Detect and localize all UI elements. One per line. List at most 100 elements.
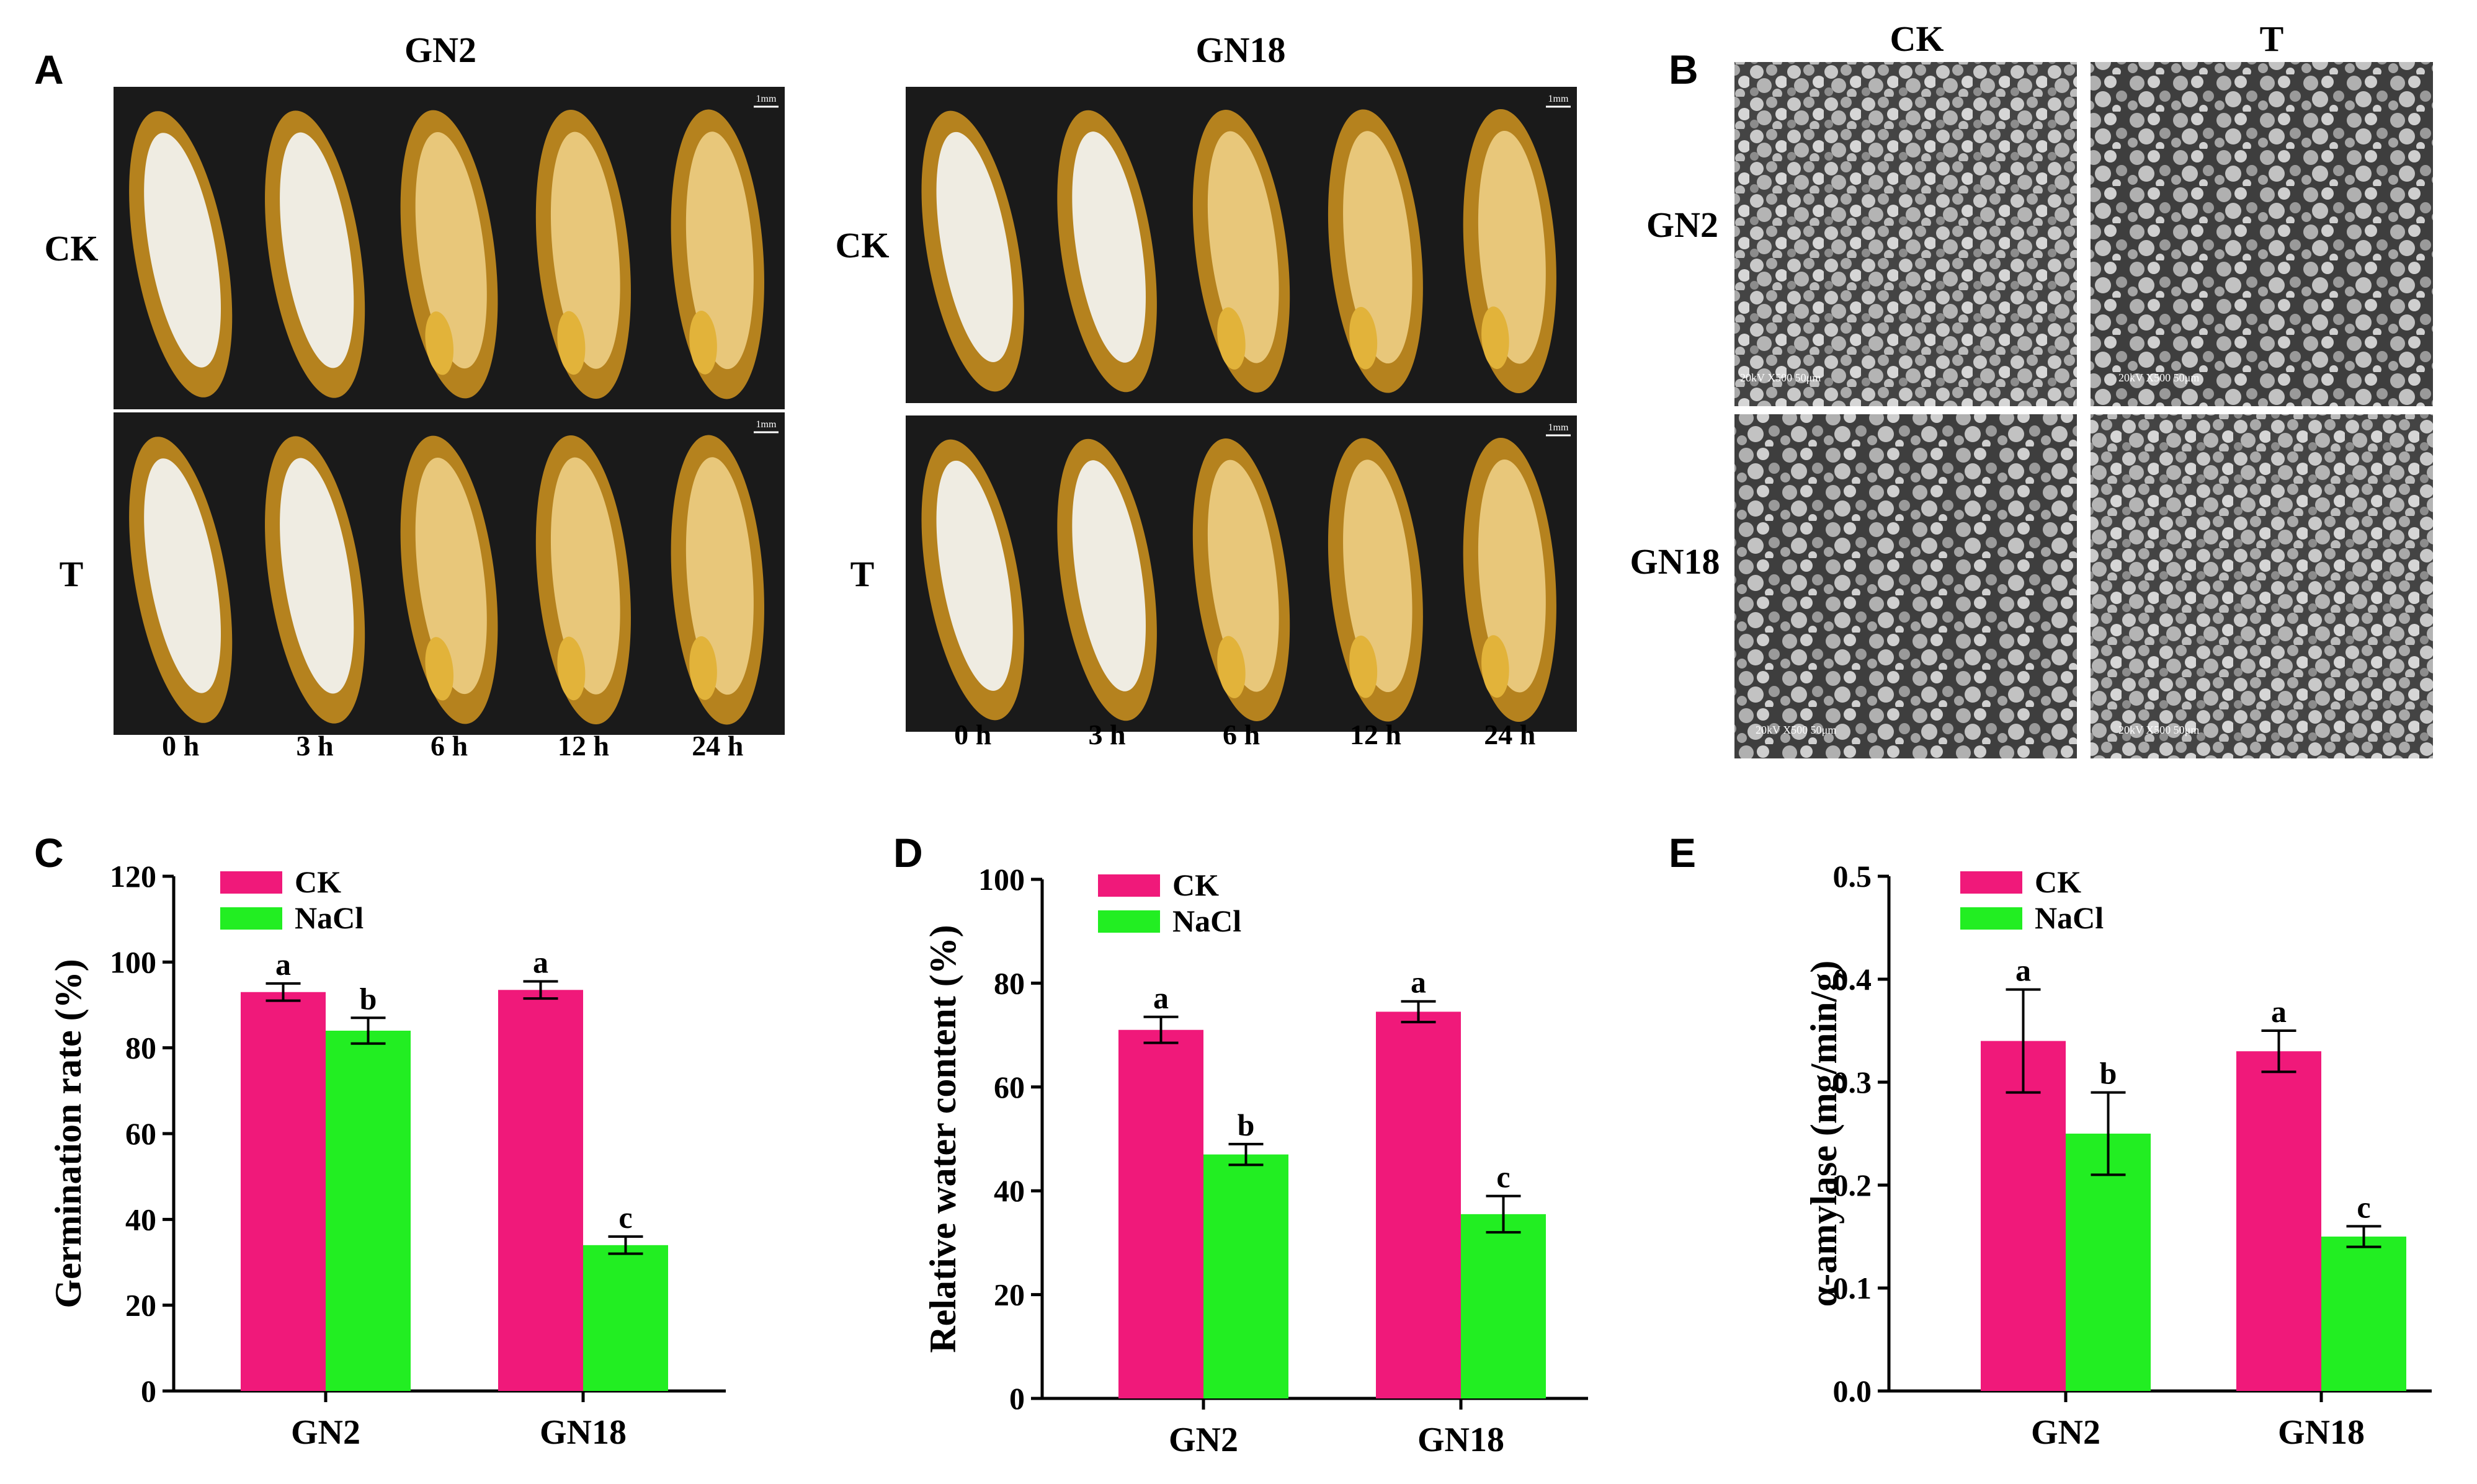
y-tick-label: 0.0: [1833, 1374, 1872, 1408]
x-tick-label-gn18: GN18: [540, 1413, 627, 1452]
bar-nacl-gn2: [2066, 1134, 2151, 1391]
y-axis-label: Relative water content (%): [922, 925, 963, 1353]
seed-gn2-t-0: [129, 437, 233, 723]
sem-info-gn18-ck: 20kV X500 50μm: [1756, 724, 1836, 736]
bar-nacl-gn18: [1461, 1214, 1546, 1398]
seed-gn18-ck-2: [1192, 110, 1290, 393]
y-tick-label: 80: [125, 1031, 156, 1065]
seed-gn18-t-1: [1057, 438, 1157, 721]
y-tick-label: 20: [125, 1288, 156, 1323]
legend-swatch-nacl: [220, 907, 282, 930]
chart-d-relative-water-content: 0 20 40 60 80 100 Relative water content (%) GN…: [922, 862, 1588, 1459]
seed-time-label-gn2-4: 24 h: [692, 730, 743, 762]
legend-swatch-ck: [1960, 871, 2022, 894]
seed-endosperm: [1343, 460, 1413, 693]
legend-label-nacl: NaCl: [295, 900, 364, 935]
seed-gn2-t-2: [400, 435, 498, 724]
legend-label-ck: CK: [295, 864, 341, 899]
legend-swatch-ck: [220, 871, 282, 894]
seed-embryo: [425, 637, 454, 701]
bar-nacl-gn18: [583, 1245, 668, 1391]
y-tick-label: 60: [994, 1070, 1025, 1104]
sem-info-gn18-t: 20kV X500 50μm: [2118, 724, 2199, 736]
seed-endosperm: [415, 457, 487, 695]
seed-gn2-t-4: [671, 435, 764, 725]
seed-embryo: [1349, 635, 1378, 698]
seed-gn18-t-0: [921, 439, 1024, 721]
seed-time-label-gn18-2: 6 h: [1223, 719, 1260, 750]
panel-b-sem-micrographs: CK T GN2 GN18 20kV X500 50μm 20kV X500 5…: [1630, 19, 2433, 758]
sem-info-gn2-ck: 20kV X500 50μm: [1740, 371, 1821, 384]
seed-endosperm: [280, 458, 354, 694]
sem-row-label-gn18: GN18: [1630, 541, 1720, 582]
significance-letter: c: [618, 1200, 632, 1235]
chart-e-alpha-amylase: 0.0 0.1 0.2 0.3 0.4 0.5 α-amylase (mg/min/g) GN…: [1803, 859, 2432, 1452]
y-tick-label: 100: [978, 862, 1025, 897]
seed-gn18-ck-0: [921, 110, 1024, 392]
panel-letter-d: D: [893, 830, 923, 876]
significance-letter: a: [1411, 965, 1426, 1000]
legend-label-ck: CK: [2035, 864, 2081, 899]
seed-time-label-gn2-1: 3 h: [297, 730, 334, 762]
seed-gn18-t-3: [1328, 438, 1423, 722]
seed-time-label-gn2-0: 0 h: [162, 730, 199, 762]
bar-ck-gn2: [1118, 1029, 1203, 1398]
seed-row-label-gn2-t: T: [60, 554, 84, 594]
bar-ck-gn18: [2236, 1051, 2321, 1391]
y-tick-label: 100: [110, 944, 156, 979]
y-tick-label: 60: [125, 1116, 156, 1151]
seed-gn18-ck-1: [1057, 110, 1157, 393]
seed-row-label-gn2-ck: CK: [45, 228, 99, 269]
x-tick-label-gn18: GN18: [2278, 1413, 2365, 1452]
seed-endosperm: [1072, 131, 1146, 363]
significance-letter: a: [2015, 953, 2031, 988]
seed-group-title-gn18: GN18: [1196, 30, 1286, 70]
bar-ck-gn18: [498, 990, 583, 1391]
seed-gn2-t-3: [535, 435, 631, 725]
seed-gn2-ck-0: [129, 111, 233, 398]
seed-embryo: [1217, 307, 1246, 370]
seed-embryo: [689, 636, 717, 700]
seed-row-label-gn18-t: T: [850, 554, 875, 594]
legend-label-ck: CK: [1172, 868, 1219, 902]
seed-gn18-t-4: [1463, 438, 1556, 722]
significance-letter: a: [275, 947, 291, 982]
y-tick-label: 120: [110, 859, 156, 894]
seed-gn2-ck-3: [535, 109, 631, 399]
legend-label-nacl: NaCl: [1172, 904, 1241, 938]
seed-endosperm: [1343, 131, 1413, 364]
y-tick-label: 0.5: [1833, 859, 1872, 894]
seed-endosperm: [1207, 460, 1279, 692]
seed-time-label-gn18-1: 3 h: [1089, 719, 1126, 750]
seed-time-label-gn18-4: 24 h: [1484, 719, 1535, 750]
seed-endosperm: [1478, 459, 1546, 693]
panel-letter-b: B: [1669, 47, 1698, 92]
significance-letter: b: [360, 981, 377, 1016]
seed-time-label-gn18-0: 0 h: [954, 719, 991, 750]
sem-image-gn18-t: [2091, 414, 2433, 758]
seed-embryo: [1481, 306, 1509, 370]
seed-time-label-gn2-3: 12 h: [558, 730, 609, 762]
sem-col-label-ck: CK: [1890, 19, 1944, 59]
legend-swatch-nacl: [1098, 910, 1160, 933]
seed-embryo: [557, 311, 586, 375]
seed-endosperm: [550, 131, 620, 369]
legend-label-nacl: NaCl: [2035, 900, 2104, 935]
y-tick-label: 20: [994, 1277, 1025, 1312]
seed-gn2-t-1: [265, 436, 365, 724]
y-tick-label: 40: [125, 1202, 156, 1237]
y-tick-label: 80: [994, 966, 1025, 1000]
sem-image-gn18-ck: [1734, 414, 2077, 758]
seed-endosperm: [144, 458, 221, 693]
seed-time-label-gn18-3: 12 h: [1350, 719, 1401, 750]
seed-endosperm: [415, 131, 487, 369]
seed-group-title-gn2: GN2: [404, 30, 476, 70]
seed-embryo: [1481, 635, 1509, 698]
seed-endosperm: [1478, 130, 1546, 364]
sem-image-gn2-ck: [1734, 62, 2077, 406]
seed-endosperm: [1207, 131, 1279, 363]
significance-letter: b: [1238, 1108, 1255, 1142]
significance-letter: a: [2271, 994, 2287, 1029]
seed-endosperm: [685, 457, 754, 695]
